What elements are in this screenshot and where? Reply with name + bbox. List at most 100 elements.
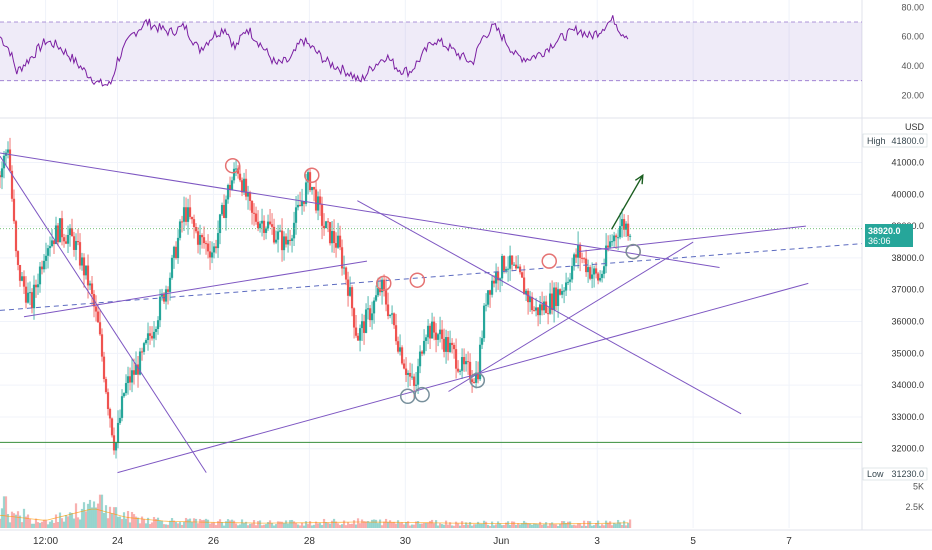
trendline: [23, 260, 368, 318]
candle-body: [440, 329, 444, 339]
volume-bar: [604, 520, 608, 528]
candle-body: [14, 221, 18, 252]
candle: [126, 366, 130, 395]
volume-bar: [572, 524, 576, 528]
candle: [90, 276, 94, 305]
candle-body: [564, 282, 568, 291]
candle: [142, 341, 146, 355]
volume-bar: [120, 519, 124, 528]
candle-body: [190, 216, 194, 220]
candle: [226, 183, 230, 204]
candle-body: [370, 313, 374, 321]
volume-bar: [372, 519, 376, 528]
candle: [582, 257, 586, 264]
candle: [344, 266, 348, 286]
candle-body: [68, 228, 72, 236]
candle: [234, 159, 238, 177]
volume-bar: [94, 507, 98, 528]
volume-bar: [454, 521, 458, 528]
drawings[interactable]: [0, 152, 863, 474]
candle-body: [518, 266, 522, 273]
time-tick-label: 26: [208, 536, 220, 547]
volume-bar: [428, 521, 432, 528]
candle-body: [528, 296, 532, 303]
dashed-trendline: [0, 243, 863, 311]
volume-bar: [140, 516, 144, 528]
volume-bar: [352, 520, 356, 528]
volume-bar: [354, 524, 358, 528]
candle: [104, 376, 108, 395]
candle-body: [292, 222, 296, 239]
candle-body: [628, 235, 632, 237]
candle-body: [380, 279, 384, 293]
volume-bar: [178, 521, 182, 528]
volume-bar: [172, 520, 176, 528]
candle: [538, 295, 542, 325]
candle-body: [450, 342, 454, 345]
volume-bar: [504, 522, 508, 528]
candle: [504, 266, 508, 274]
candle: [228, 176, 232, 198]
candle: [56, 223, 60, 247]
time-tick-label: 30: [400, 536, 412, 547]
pivot-circle-red: [376, 275, 392, 292]
candle-body: [478, 344, 482, 380]
volume-bar: [322, 518, 326, 528]
candle-body: [10, 170, 14, 199]
candle-body: [604, 245, 608, 267]
volume-bar: [618, 522, 622, 528]
volume-bar: [426, 522, 430, 528]
candle-body: [508, 255, 512, 269]
candle-body: [40, 266, 44, 270]
candle-body: [96, 311, 100, 323]
volume-bar: [168, 520, 172, 528]
candle-body: [168, 277, 172, 292]
candle-body: [356, 335, 360, 341]
candle: [62, 233, 66, 248]
candle-body: [480, 338, 484, 345]
candle: [240, 177, 244, 197]
candle-body: [122, 393, 126, 397]
candle: [108, 407, 112, 428]
candle: [224, 195, 228, 231]
volume-bar: [362, 521, 366, 528]
volume-bar: [176, 523, 180, 528]
volume-bar: [344, 525, 348, 528]
volume-bar: [438, 523, 442, 528]
volume-bar: [262, 524, 266, 528]
volume-bar: [158, 520, 162, 528]
high-value-text: 41800.0: [891, 136, 924, 146]
candle-body: [532, 310, 536, 312]
volume-bar: [442, 524, 446, 528]
volume-bar: [180, 524, 184, 528]
candle-body: [66, 235, 70, 244]
candle-body: [18, 264, 22, 281]
candle-body: [464, 361, 468, 365]
candle-body: [144, 340, 148, 344]
volume-bar: [606, 522, 610, 528]
candle: [544, 295, 548, 314]
volume-bar: [60, 518, 64, 528]
volume-bar: [600, 524, 604, 528]
time-axis[interactable]: 12:00 24 26 28 30 Jun 3 5 7: [33, 536, 792, 547]
candle: [118, 409, 122, 425]
candle-body: [100, 334, 104, 357]
volume-bar: [252, 520, 256, 528]
volume-bar: [542, 524, 546, 528]
candle-body: [302, 201, 306, 204]
volume-bar: [518, 524, 522, 528]
candle-body: [164, 289, 168, 302]
volume-tick-label: 2.5K: [905, 502, 924, 512]
candle-body: [366, 308, 370, 310]
candle-body: [358, 328, 362, 341]
candle: [388, 314, 392, 319]
volume-bar: [134, 516, 138, 528]
pivot-circle-gray: [414, 386, 430, 403]
volume-bar: [222, 525, 226, 528]
volume-bar: [84, 511, 88, 528]
candle: [40, 260, 44, 275]
candle: [426, 319, 430, 345]
volume-bar: [56, 521, 60, 528]
candle: [158, 289, 162, 328]
